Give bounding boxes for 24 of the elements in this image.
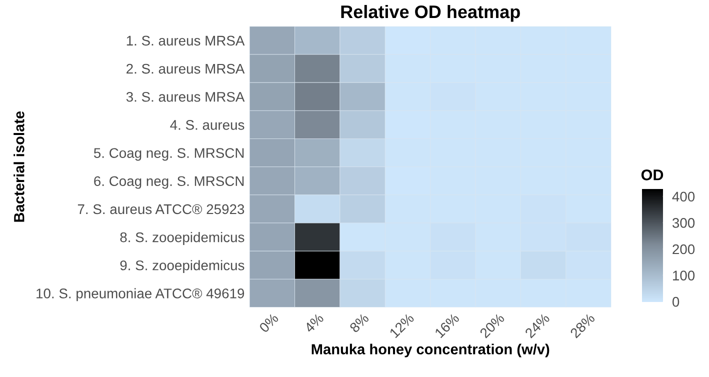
y-tick-label: 5. Coag neg. S. MRSCN [94,148,244,161]
x-tick-label: 4% [304,312,324,334]
x-tick-label: 8% [349,312,370,334]
chart-title: Relative OD heatmap [341,4,520,22]
x-axis-title: Manuka honey concentration (w/v) [312,344,550,358]
color-bar-label: 200 [672,244,695,254]
y-tick-label: 2. S. aureus MRSA [126,64,245,74]
color-bar-label: 400 [672,192,695,202]
x-tick-label: 0% [258,312,280,334]
x-tick-label: 16% [434,312,460,338]
y-tick-label: 8. S. zooepidemicus [120,232,244,245]
x-tick-label: 12% [389,312,415,338]
y-tick-label: 4. S. aureus [170,120,244,130]
color-bar-label: 0 [672,296,680,307]
color-bar-title: OD [641,170,664,180]
y-tick-label: 10. S. pneumoniae ATCC® 49619 [36,288,244,302]
y-tick-label: 6. Coag neg. S. MRSCN [94,176,244,189]
y-tick-label: 1. S. aureus MRSA [126,36,245,46]
color-bar-label: 300 [672,218,695,228]
y-tick-label: 7. S. aureus ATCC® 25923 [78,204,244,214]
y-axis-title: Bacterial isolate [14,111,24,222]
y-tick-label: 3. S. aureus MRSA [126,92,245,102]
color-bar-label: 100 [673,270,695,280]
y-tick-label: 9. S. zooepidemicus [120,260,244,274]
